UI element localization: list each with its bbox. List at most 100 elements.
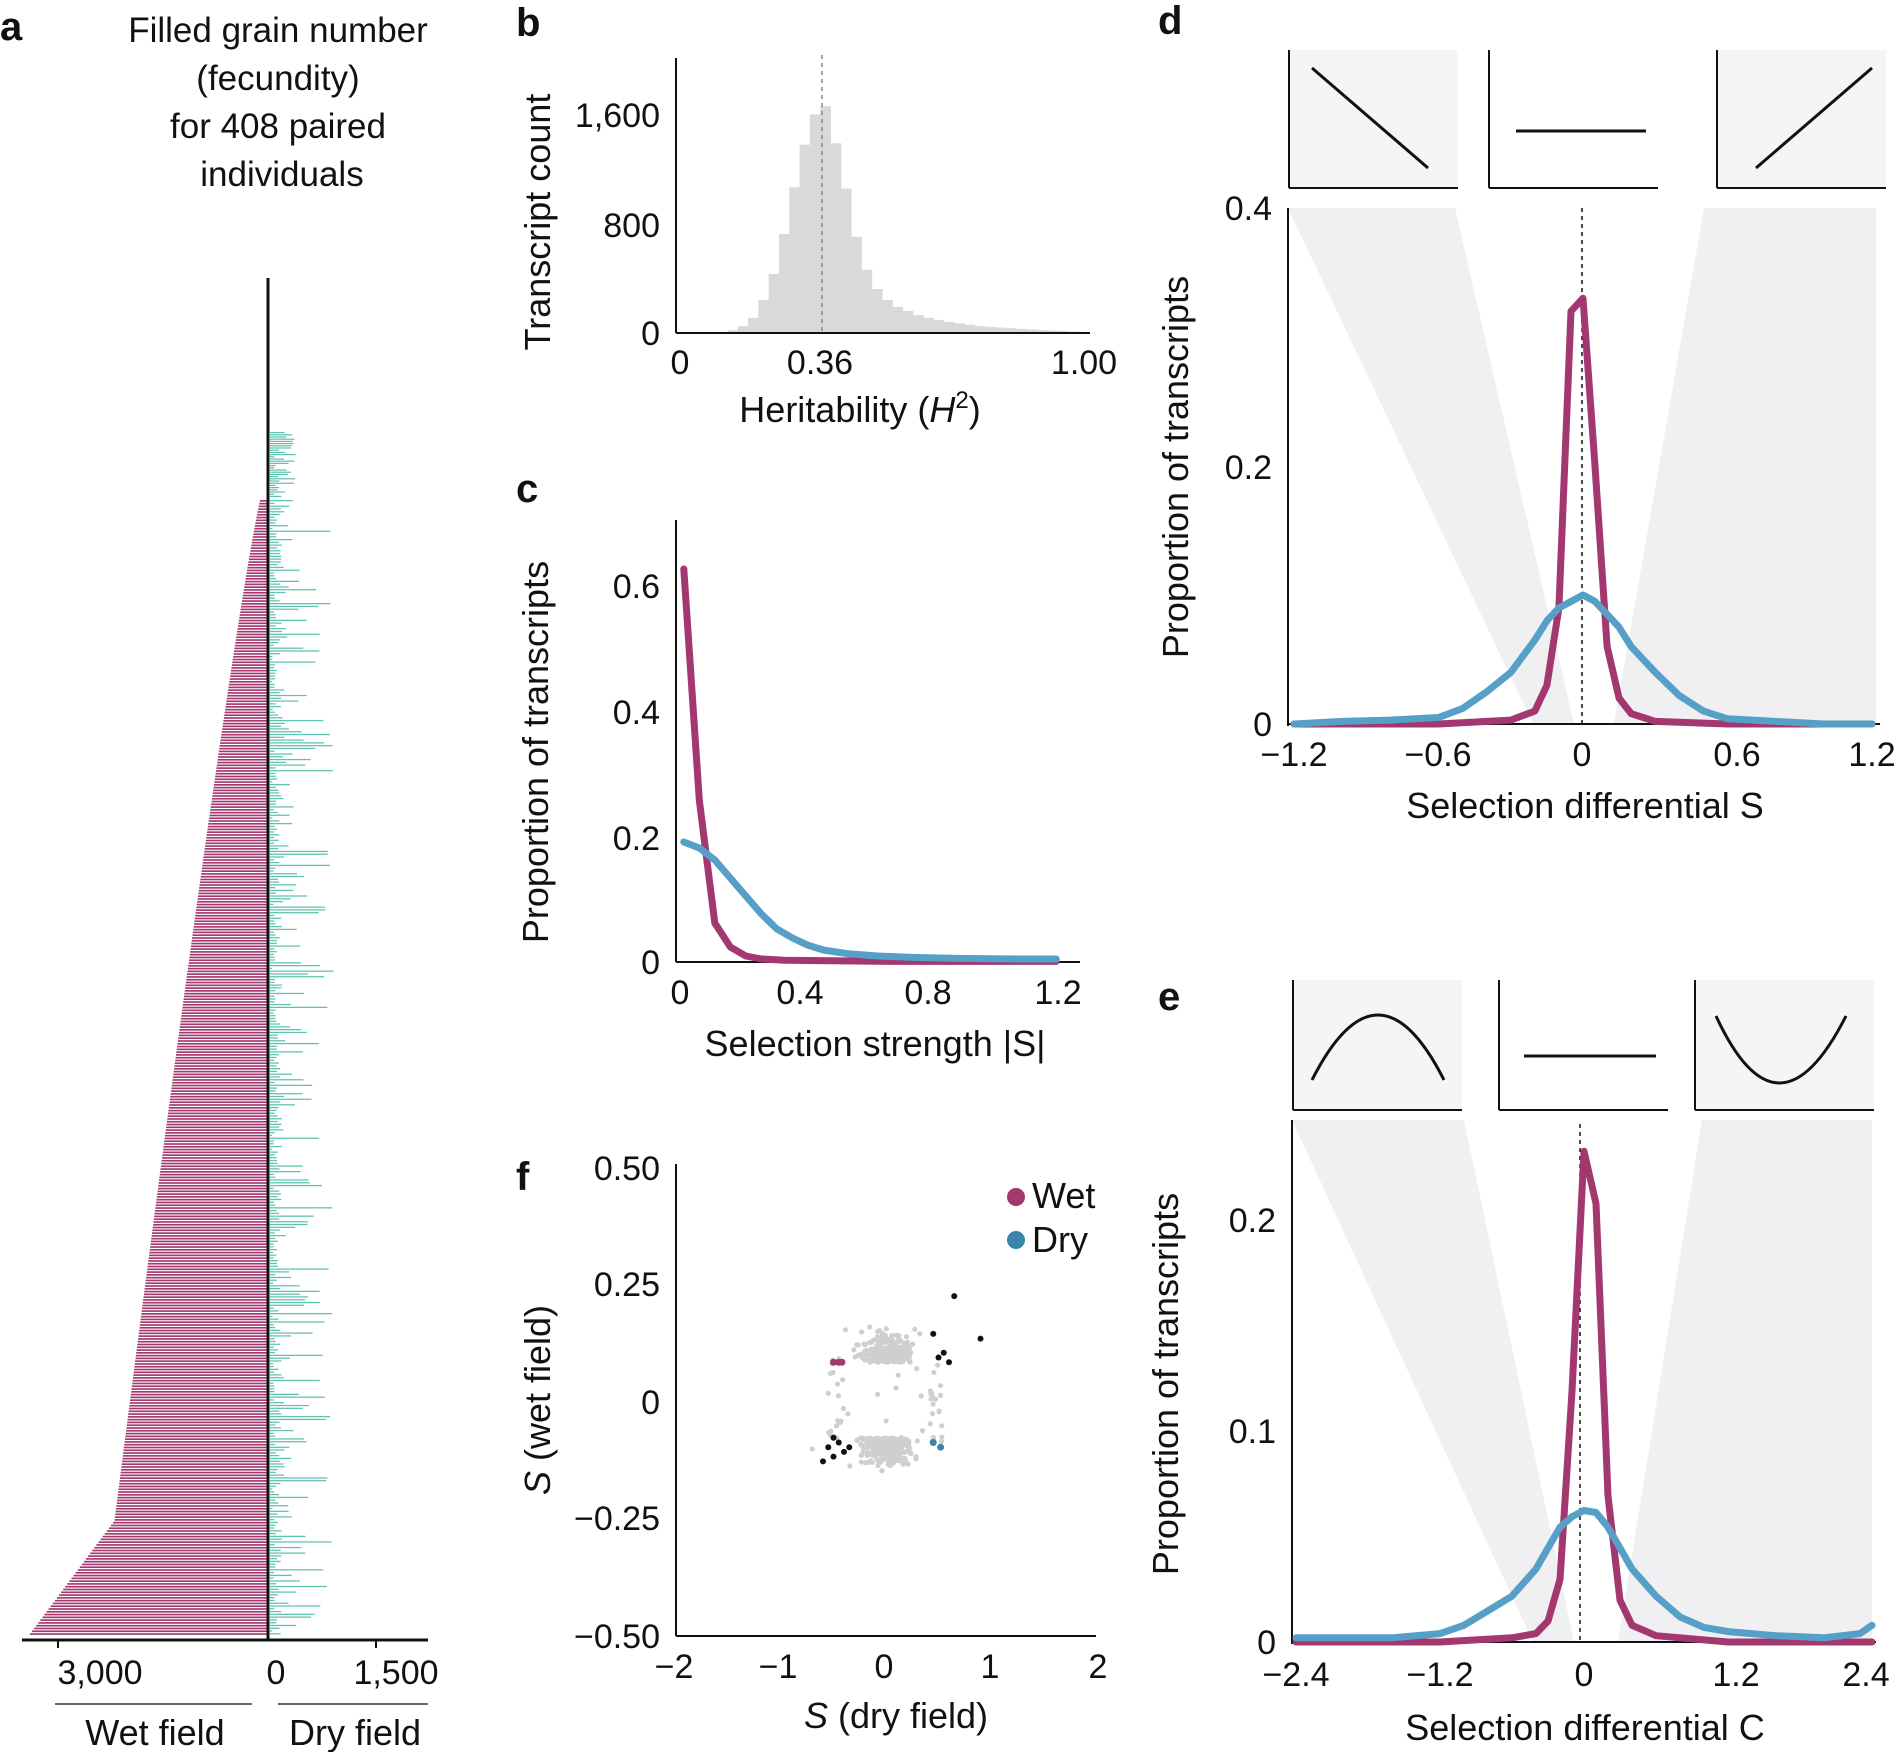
dry-field-bar [270, 680, 273, 683]
dry-field-bar [270, 1577, 274, 1579]
wet-field-bar [224, 711, 268, 714]
wet-field-bar [223, 717, 268, 719]
dry-field-bar [270, 978, 276, 981]
dry-field-bar [270, 664, 276, 666]
dry-field-bar [270, 1045, 277, 1047]
wet-field-bar [202, 861, 268, 864]
dry-field-bar [270, 1251, 274, 1254]
panel-c-ytick: 0.4 [613, 694, 660, 732]
dry-field-bar [270, 1054, 280, 1056]
wet-field-bar [259, 502, 268, 505]
dry-field-bar [270, 653, 281, 655]
dry-field-bar [270, 694, 307, 697]
dry-field-bar [270, 1101, 280, 1103]
dry-field-bar [270, 575, 275, 577]
wet-field-bar [222, 725, 268, 728]
panel-b-ytick: 0 [641, 315, 660, 353]
wet-field-bar [228, 689, 268, 692]
wet-field-bar [160, 1165, 268, 1168]
wet-field-bar [133, 1374, 268, 1376]
dry-field-bar [270, 1521, 278, 1524]
wet-field-bar [232, 658, 268, 661]
dry-field-bar [270, 1558, 277, 1560]
dry-field-bar [270, 1009, 276, 1011]
scatter-point [867, 1324, 873, 1330]
scatter-point [892, 1451, 898, 1457]
dry-field-bar [270, 889, 294, 892]
scatter-point [840, 1405, 846, 1412]
wet-field-bar [132, 1377, 268, 1379]
dry-field-bar [270, 449, 280, 451]
wet-field-bar [166, 1126, 268, 1129]
dry-field-bar [270, 1215, 314, 1217]
wet-field-bar [210, 809, 268, 811]
dry-field-bar [270, 747, 316, 750]
dry-field-bar [270, 555, 282, 557]
dry-field-bar [270, 1329, 281, 1331]
dry-field-bar [270, 898, 291, 900]
panel-d-series [1290, 294, 1876, 728]
wet-field-bar [256, 513, 268, 516]
wet-field-bar [124, 1443, 268, 1446]
wet-field-bar [247, 564, 268, 566]
dry-field-bar [270, 1502, 279, 1504]
dry-field-bar [270, 1318, 279, 1320]
scatter-point [884, 1354, 890, 1360]
wet-field-bar [168, 1106, 268, 1109]
wet-field-bar [127, 1416, 268, 1418]
histogram-bar [892, 306, 904, 333]
panel-a: a Filled grain number (fecundity) for 40… [0, 5, 439, 1752]
panel-e-inset-convex [1694, 980, 1874, 1111]
dry-field-bar [270, 1068, 281, 1070]
wet-field-bar [69, 1580, 268, 1582]
panel-c-ytick: 0.2 [613, 820, 660, 858]
scatter-point [906, 1449, 913, 1456]
dry-field-bar [270, 753, 293, 755]
scatter-point [912, 1326, 918, 1332]
dry-field-bar [270, 967, 273, 970]
wet-field-bar [126, 1429, 269, 1432]
panel-d-xtick: 0 [1573, 736, 1592, 774]
scatter-point [887, 1436, 893, 1442]
wet-field-bar [199, 881, 268, 884]
wet-field-bar [135, 1360, 268, 1363]
dry-field-bar [270, 1429, 294, 1432]
legend-dry-marker [1007, 1231, 1025, 1249]
scatter-point [875, 1358, 882, 1364]
wet-field-bar [257, 511, 268, 513]
wet-field-bar [48, 1608, 269, 1610]
panel-d-ytick: 0.2 [1225, 449, 1272, 487]
wet-field-bar [100, 1538, 268, 1541]
dry-field-bar [270, 1287, 280, 1290]
dry-field-bar [270, 1315, 273, 1318]
scatter-point [904, 1339, 910, 1345]
wet-field-bar [169, 1104, 268, 1106]
dry-field-bar [270, 928, 297, 931]
wet-field-bar [225, 706, 268, 708]
dry-field-bar [270, 1154, 275, 1156]
dry-field-bar [270, 1566, 276, 1568]
wet-field-bar [207, 831, 268, 834]
scatter-point [873, 1345, 880, 1351]
scatter-point [861, 1446, 867, 1452]
dry-field-bar [270, 505, 290, 507]
dry-field-bar [270, 566, 284, 569]
dry-field-bar [270, 792, 280, 794]
scatter-point [894, 1358, 901, 1365]
wet-field-bar [197, 895, 268, 898]
wet-field-bar [139, 1324, 268, 1326]
wet-field-bar [44, 1613, 268, 1616]
dry-field-bar [270, 473, 288, 475]
scatter-point [880, 1436, 886, 1442]
wet-field-bar [236, 636, 268, 639]
panel-e-xtick: 1.2 [1712, 1656, 1759, 1694]
dry-field-bar [270, 1321, 325, 1323]
wet-field-bar [238, 619, 268, 622]
scatter-point [905, 1350, 911, 1356]
dry-field-bar [270, 1399, 274, 1401]
scatter-point [863, 1459, 869, 1466]
scatter-point-highlight [830, 1453, 837, 1460]
wet-field-bar [163, 1143, 268, 1145]
panel-d-ytick: 0 [1253, 706, 1272, 744]
scatter-point [894, 1343, 900, 1349]
